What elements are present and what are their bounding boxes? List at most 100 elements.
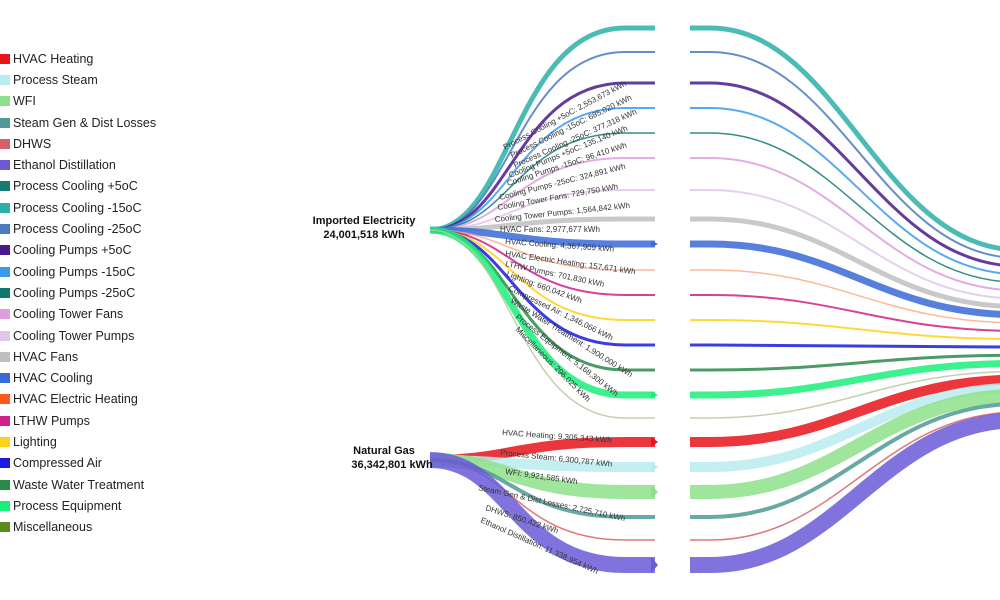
flow-left — [429, 226, 655, 399]
flow-right — [690, 319, 1000, 340]
legend-item: HVAC Heating — [0, 48, 200, 69]
legend-item: Compressed Air — [0, 453, 200, 474]
legend-label: HVAC Electric Heating — [13, 392, 138, 407]
legend-item: HVAC Cooling — [0, 367, 200, 388]
legend-item: Process Steam — [0, 69, 200, 90]
legend-item: Lighting — [0, 431, 200, 452]
flow-label: HVAC Fans: 2,977,677 kWh — [500, 225, 600, 234]
legend-label: Compressed Air — [13, 456, 102, 471]
flow-right — [690, 107, 1000, 275]
legend-label: Process Cooling -15oC — [13, 200, 142, 215]
legend-label: Process Equipment — [13, 498, 122, 513]
legend-swatch — [0, 436, 10, 447]
legend-label: DHWS — [13, 136, 52, 151]
legend-label: Miscellaneous — [13, 520, 93, 535]
legend-label: Lighting — [13, 434, 57, 449]
legend-swatch — [0, 522, 10, 533]
legend-swatch — [0, 394, 10, 405]
legend-label: Process Steam — [13, 72, 98, 87]
source-gas-name: Natural Gas — [353, 445, 415, 457]
legend-item: Cooling Tower Pumps — [0, 325, 200, 346]
legend-label: HVAC Fans — [13, 349, 79, 364]
legend-label: Cooling Pumps -15oC — [13, 264, 136, 279]
flow-right — [690, 25, 1000, 251]
legend-label: Process Cooling -25oC — [13, 222, 142, 237]
flow-right — [690, 216, 1000, 309]
flow-left — [429, 229, 655, 296]
flow-right — [690, 360, 1000, 399]
flow-right — [690, 240, 1000, 318]
legend-swatch — [0, 351, 10, 362]
flow-right — [690, 269, 1000, 324]
flow-arrow-tip — [651, 240, 658, 248]
legend-label: Cooling Tower Pumps — [13, 328, 135, 343]
flow-right — [690, 51, 1000, 258]
legend-label: HVAC Cooling — [13, 371, 93, 386]
legend-swatch — [0, 96, 10, 107]
legend-swatch — [0, 160, 10, 171]
flow-left — [429, 226, 655, 248]
legend-swatch — [0, 266, 10, 277]
legend-item: WFI — [0, 91, 200, 112]
legend-item: Cooling Pumps +5oC — [0, 240, 200, 261]
flow-right — [690, 189, 1000, 299]
flows-layer — [429, 25, 1000, 573]
legend-swatch — [0, 373, 10, 384]
legend-swatch — [0, 224, 10, 235]
legend-item: DHWS — [0, 133, 200, 154]
legend-swatch — [0, 287, 10, 298]
flow-arrow-tip — [651, 557, 658, 573]
flow-left — [429, 229, 655, 419]
flow-right — [690, 371, 1000, 419]
legend-item: Cooling Pumps -25oC — [0, 282, 200, 303]
flow-right — [690, 353, 1000, 372]
legend-swatch — [0, 500, 10, 511]
flow-right — [690, 412, 1000, 541]
legend-label: Cooling Pumps +5oC — [13, 243, 132, 258]
flow-right — [690, 132, 1000, 283]
legend-swatch — [0, 181, 10, 192]
legend-label: HVAC Heating — [13, 51, 94, 66]
legend-item: Process Cooling -15oC — [0, 197, 200, 218]
legend-item: Cooling Pumps -15oC — [0, 261, 200, 282]
flow-left — [429, 229, 655, 271]
source-electricity-name: Imported Electricity — [313, 215, 417, 227]
flow-right — [690, 413, 1000, 573]
legend-label: Process Cooling +5oC — [13, 179, 138, 194]
legend-swatch — [0, 53, 10, 64]
flow-right — [690, 294, 1000, 332]
flow-left — [429, 25, 655, 233]
flow-right — [690, 157, 1000, 291]
legend-swatch — [0, 245, 10, 256]
flow-left — [429, 81, 655, 232]
legend-label: Waste Water Treatment — [13, 477, 145, 492]
legend-item: HVAC Electric Heating — [0, 389, 200, 410]
source-gas-value: 36,342,801 kWh — [351, 459, 433, 471]
flow-left — [429, 452, 655, 573]
legend-swatch — [0, 74, 10, 85]
legend-label: WFI — [13, 94, 36, 109]
legend-swatch — [0, 138, 10, 149]
flow-right — [690, 374, 1000, 447]
legend-item: HVAC Fans — [0, 346, 200, 367]
legend-swatch — [0, 202, 10, 213]
legend-label: Steam Gen & Dist Losses — [13, 115, 157, 130]
legend-item: Ethanol Distillation — [0, 154, 200, 175]
flow-right — [690, 402, 1000, 519]
flow-left — [429, 157, 655, 231]
legend-swatch — [0, 415, 10, 426]
legend-item: LTHW Pumps — [0, 410, 200, 431]
flow-right — [690, 343, 1000, 349]
legend-item: Cooling Tower Fans — [0, 304, 200, 325]
legend: HVAC Heating Process Steam WFI Steam Gen & … — [0, 48, 200, 538]
flow-left — [429, 107, 655, 231]
source-electricity-value: 24,001,518 kWh — [323, 229, 405, 241]
legend-item: Steam Gen & Dist Losses — [0, 112, 200, 133]
legend-item: Waste Water Treatment — [0, 474, 200, 495]
legend-swatch — [0, 309, 10, 320]
legend-label: Ethanol Distillation — [13, 158, 116, 173]
flow-arrow-tip — [651, 485, 658, 499]
legend-label: LTHW Pumps — [13, 413, 90, 428]
flow-right — [690, 383, 1000, 472]
